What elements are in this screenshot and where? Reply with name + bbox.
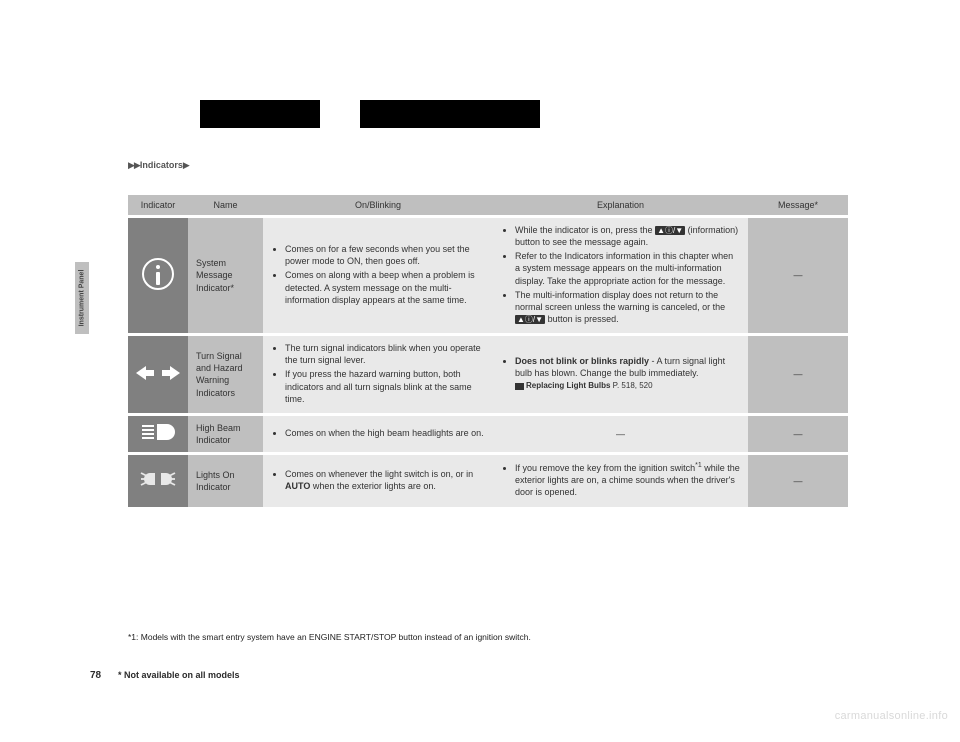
lights-exp-1: If you remove the key from the ignition … — [515, 461, 740, 498]
cell-indicator-sysmsg — [128, 217, 188, 335]
cell-on-lights: Comes on whenever the light switch is on… — [263, 454, 493, 507]
row-high-beam: High Beam Indicator Comes on when the hi… — [128, 414, 848, 453]
info-button-icon-2: ▲ⓘ/▼ — [515, 315, 545, 325]
lights-on-1: Comes on whenever the light switch is on… — [285, 468, 485, 492]
breadcrumb-section: Indicators — [140, 160, 183, 170]
cell-name-turn: Turn Signal and Hazard Warning Indicator… — [188, 335, 263, 415]
info-button-icon: ▲ⓘ/▼ — [655, 226, 685, 236]
cell-msg-sysmsg: — — [748, 217, 848, 335]
table-header-row: Indicator Name On/Blinking Explanation M… — [128, 195, 848, 217]
side-tab-label: Instrument Panel — [79, 270, 86, 327]
top-black-bar-1 — [200, 100, 320, 128]
row-system-message: System Message Indicator* Comes on for a… — [128, 217, 848, 335]
th-on: On/Blinking — [263, 195, 493, 217]
th-explanation: Explanation — [493, 195, 748, 217]
lights-on-1c: when the exterior lights are on. — [310, 481, 436, 491]
sysmsg-exp-1a: While the indicator is on, press the — [515, 225, 655, 235]
th-name: Name — [188, 195, 263, 217]
row-turn-signal: Turn Signal and Hazard Warning Indicator… — [128, 335, 848, 415]
cell-name-high: High Beam Indicator — [188, 414, 263, 453]
cell-exp-lights: If you remove the key from the ignition … — [493, 454, 748, 507]
book-icon — [515, 383, 524, 390]
turn-signal-icon — [136, 365, 180, 381]
turn-ref-text: Replacing Light Bulbs — [526, 381, 610, 390]
watermark: carmanualsonline.info — [835, 710, 948, 722]
cell-on-turn: The turn signal indicators blink when yo… — [263, 335, 493, 415]
breadcrumb: ▶▶Indicators▶ — [128, 160, 189, 171]
breadcrumb-sep: ▶ — [183, 160, 189, 170]
page-number: 78 — [90, 670, 101, 681]
cell-exp-turn: Does not blink or blinks rapidly - A tur… — [493, 335, 748, 415]
th-message: Message* — [748, 195, 848, 217]
cell-msg-lights: — — [748, 454, 848, 507]
cell-on-sysmsg: Comes on for a few seconds when you set … — [263, 217, 493, 335]
cell-indicator-high — [128, 414, 188, 453]
indicator-table: Indicator Name On/Blinking Explanation M… — [128, 195, 848, 507]
sysmsg-on-2: Comes on along with a beep when a proble… — [285, 269, 485, 305]
sysmsg-on-1: Comes on for a few seconds when you set … — [285, 243, 485, 267]
lights-on-1a: Comes on whenever the light switch is on… — [285, 469, 473, 479]
sysmsg-exp-3a: The multi-information display does not r… — [515, 290, 725, 312]
turn-exp-1a: Does not blink or blinks rapidly — [515, 356, 649, 366]
top-black-bar-2 — [360, 100, 540, 128]
turn-ref: Replacing Light Bulbs P. 518, 520 — [515, 381, 653, 390]
cell-on-high: Comes on when the high beam headlights a… — [263, 414, 493, 453]
turn-exp-1: Does not blink or blinks rapidly - A tur… — [515, 355, 740, 392]
footnote-1: *1: Models with the smart entry system h… — [128, 632, 848, 642]
row-lights-on: Lights On Indicator Comes on whenever th… — [128, 454, 848, 507]
lights-exp-1a: If you remove the key from the ignition … — [515, 463, 695, 473]
not-available-note: * Not available on all models — [118, 670, 240, 680]
info-icon — [142, 258, 174, 290]
cell-exp-sysmsg: While the indicator is on, press the ▲ⓘ/… — [493, 217, 748, 335]
cell-name-lights: Lights On Indicator — [188, 454, 263, 507]
cell-indicator-lights — [128, 454, 188, 507]
lights-on-1b: AUTO — [285, 481, 310, 491]
cell-name-sysmsg: System Message Indicator* — [188, 217, 263, 335]
cell-exp-high: — — [493, 414, 748, 453]
side-tab: Instrument Panel — [75, 262, 89, 334]
sysmsg-exp-3b: button is pressed. — [545, 314, 619, 324]
cell-msg-high: — — [748, 414, 848, 453]
turn-on-2: If you press the hazard warning button, … — [285, 368, 485, 404]
high-beam-icon — [140, 423, 176, 441]
high-on-1: Comes on when the high beam headlights a… — [285, 427, 485, 439]
turn-ref-page: P. 518, 520 — [610, 381, 652, 390]
cell-msg-turn: — — [748, 335, 848, 415]
cell-indicator-turn — [128, 335, 188, 415]
breadcrumb-arrows: ▶▶ — [128, 160, 140, 170]
sysmsg-exp-3: The multi-information display does not r… — [515, 289, 740, 325]
lights-exp-1b: *1 — [695, 462, 702, 469]
sysmsg-exp-1: While the indicator is on, press the ▲ⓘ/… — [515, 224, 740, 248]
turn-on-1: The turn signal indicators blink when yo… — [285, 342, 485, 366]
lights-on-icon — [138, 470, 178, 488]
sysmsg-exp-2: Refer to the Indicators information in t… — [515, 250, 740, 286]
th-indicator: Indicator — [128, 195, 188, 217]
